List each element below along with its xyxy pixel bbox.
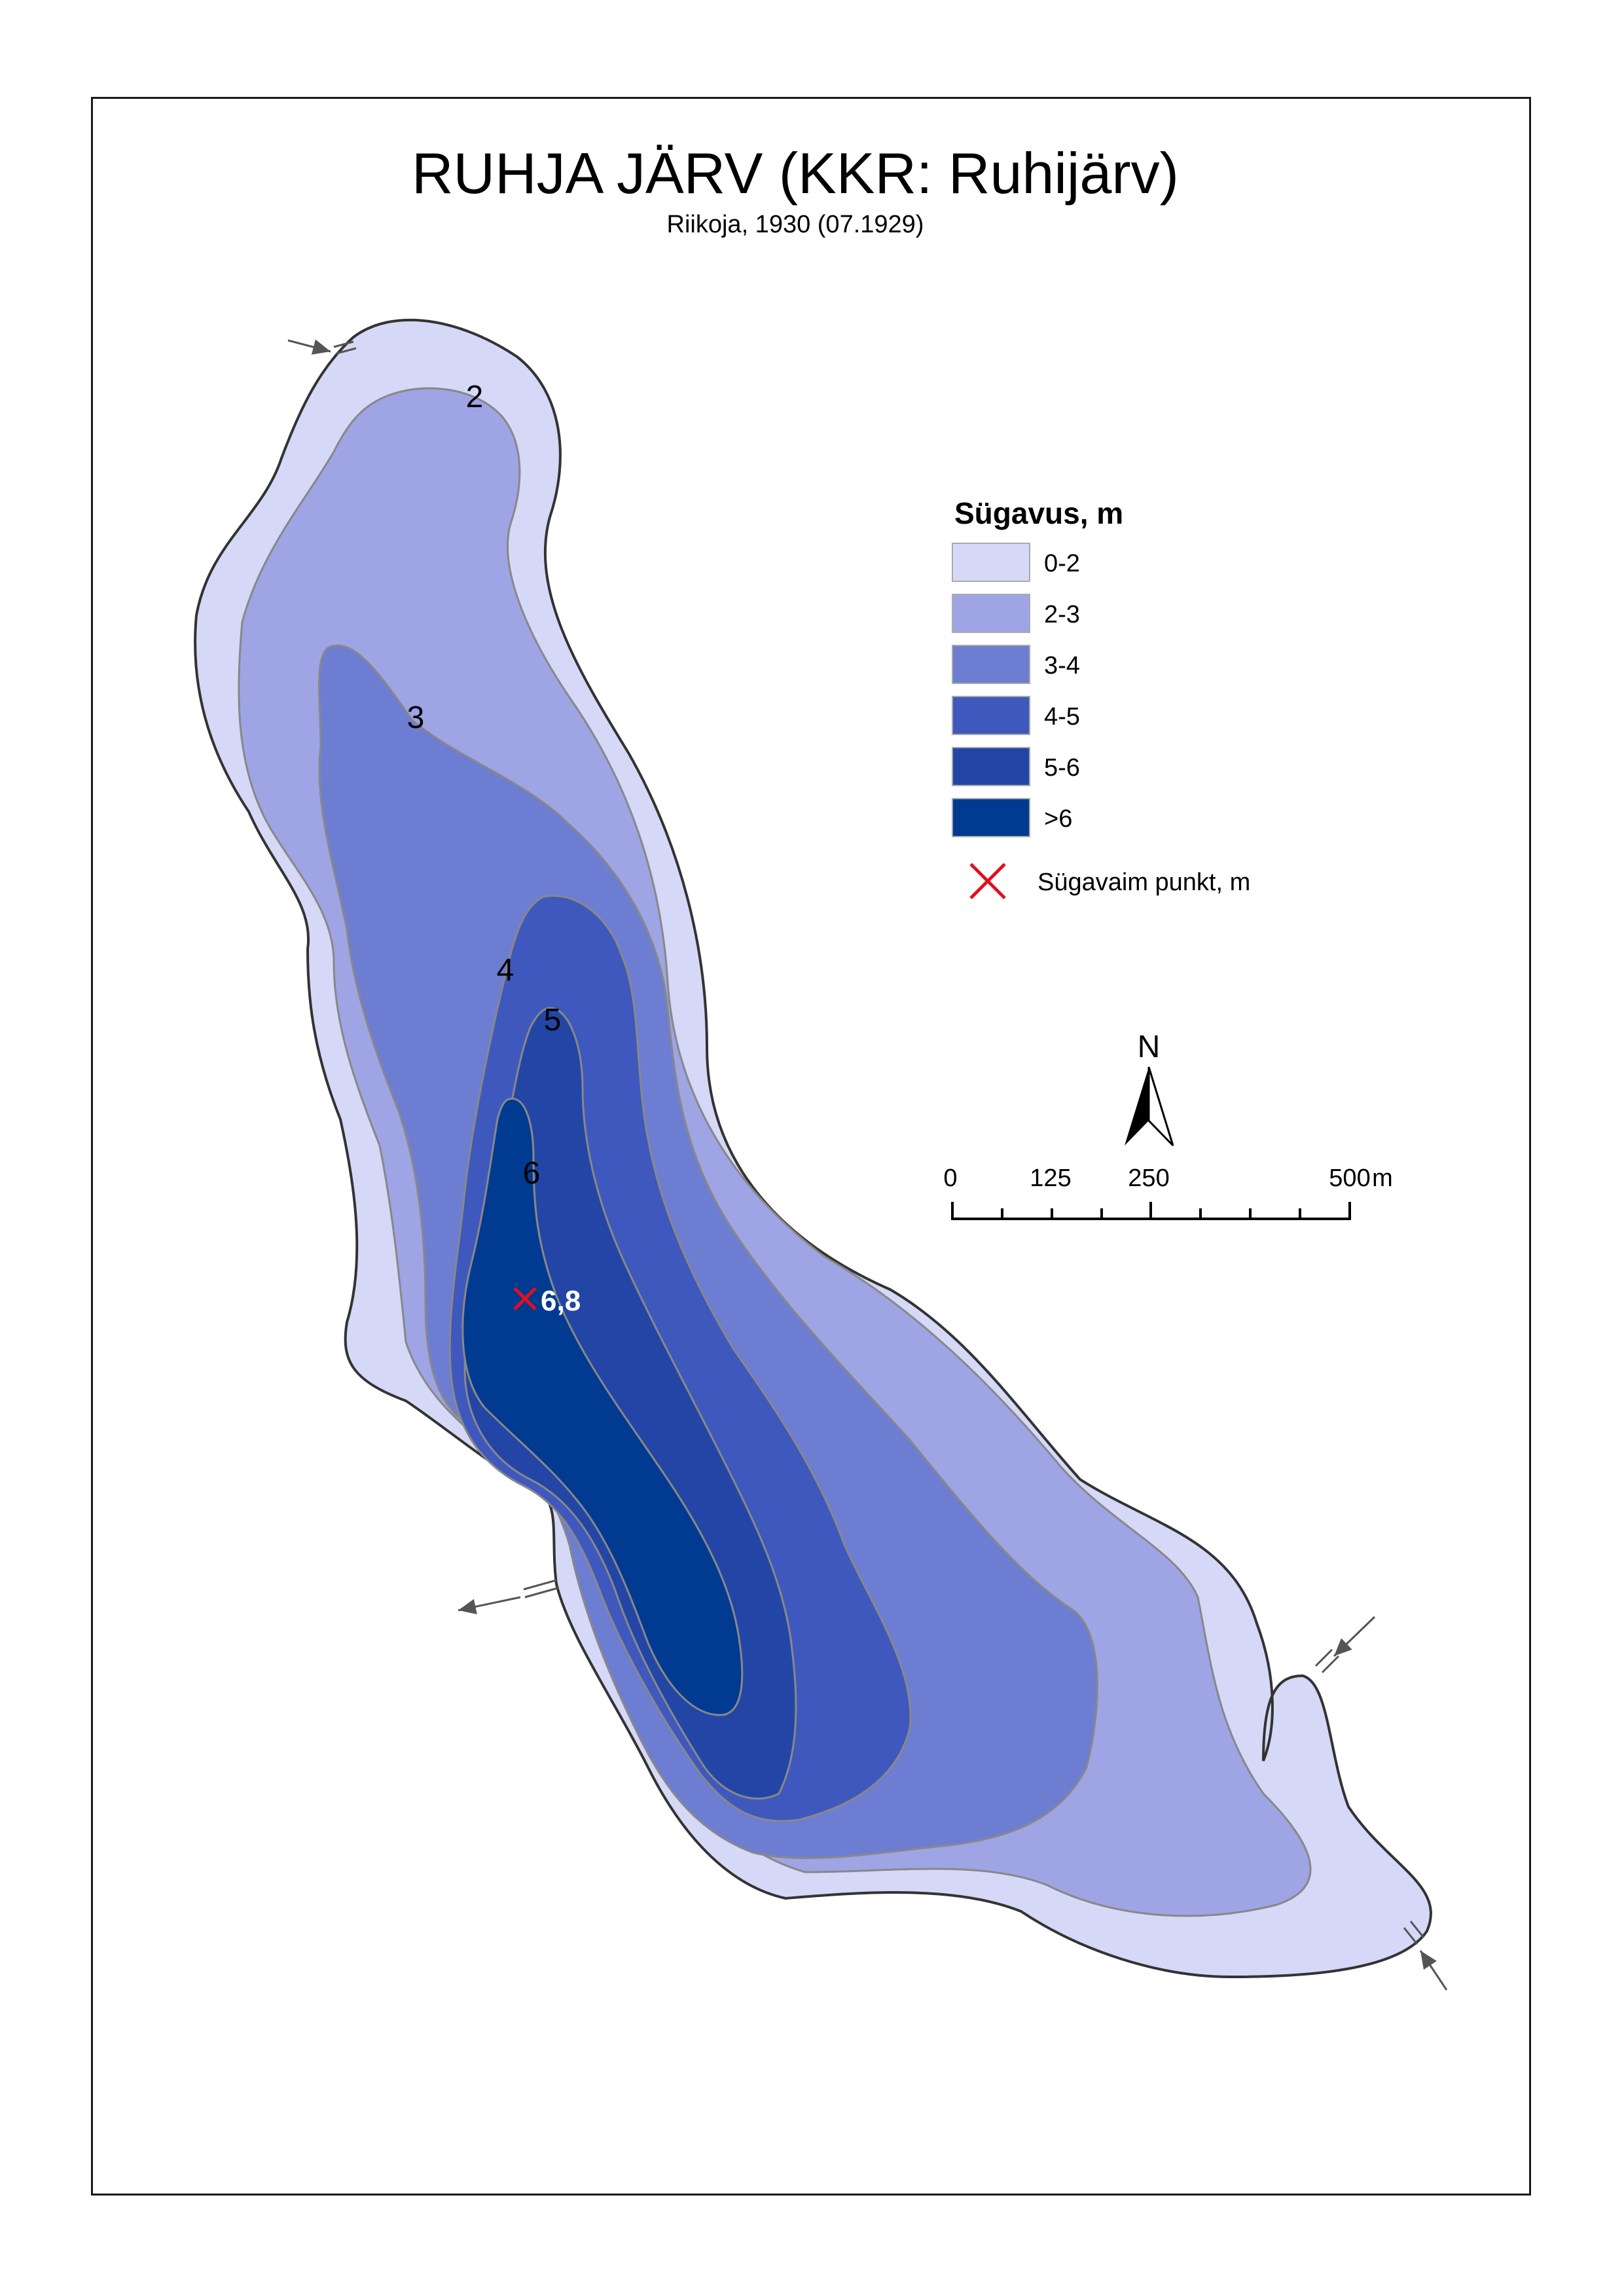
legend-label-2-3: 2-3 xyxy=(1044,601,1080,628)
scale-bar: 0 125 250 500 m xyxy=(943,1165,1393,1220)
deepest-point-value: 6,8 xyxy=(541,1285,581,1317)
map-subtitle: Riikoja, 1930 (07.1929) xyxy=(667,211,924,238)
legend-label-deepest-point: Sügavaim punkt, m xyxy=(1038,869,1250,896)
map-title: RUHJA JÄRV (KKR: Ruhijärv) xyxy=(412,141,1179,206)
lake-depth-zones xyxy=(194,318,1432,1979)
north-arrow-label: N xyxy=(1138,1030,1161,1064)
scale-tick-500: 500 xyxy=(1329,1165,1370,1192)
contour-label-2: 2 xyxy=(466,380,484,414)
legend-swatch-2-3 xyxy=(952,594,1030,633)
legend-label-5-6: 5-6 xyxy=(1044,754,1080,782)
contour-label-5: 5 xyxy=(544,1003,562,1038)
scale-tick-125: 125 xyxy=(1030,1165,1071,1192)
legend-swatch-0-2 xyxy=(952,543,1030,582)
contour-label-6: 6 xyxy=(523,1156,541,1191)
stream-markers xyxy=(287,339,1448,1991)
legend-label-over-6: >6 xyxy=(1044,805,1072,833)
legend-label-0-2: 0-2 xyxy=(1044,550,1080,577)
legend-label-3-4: 3-4 xyxy=(1044,652,1080,679)
north-arrow-icon xyxy=(1125,1067,1149,1146)
contour-label-3: 3 xyxy=(407,700,425,735)
legend-swatch-5-6 xyxy=(952,747,1030,786)
deepest-point-marker xyxy=(513,1287,537,1310)
legend-swatch-4-5 xyxy=(952,696,1030,735)
legend-title: Sügavus, m xyxy=(954,496,1123,530)
north-arrow: N xyxy=(1125,1030,1174,1147)
legend-label-4-5: 4-5 xyxy=(1044,703,1080,731)
scale-tick-250: 250 xyxy=(1128,1165,1169,1192)
scale-tick-0: 0 xyxy=(943,1165,957,1192)
contour-label-4: 4 xyxy=(497,953,514,988)
depth-zone-over-6 xyxy=(461,1098,744,1716)
depth-zone-2-3 xyxy=(238,387,1312,1917)
legend-deepest-point-icon xyxy=(969,863,1006,899)
legend: Sügavus, m 0-2 2-3 3-4 4-5 5-6 >6 Sügava… xyxy=(952,496,1250,899)
legend-swatch-over-6 xyxy=(952,798,1030,837)
legend-swatch-3-4 xyxy=(952,645,1030,684)
scale-unit: m xyxy=(1372,1165,1393,1192)
